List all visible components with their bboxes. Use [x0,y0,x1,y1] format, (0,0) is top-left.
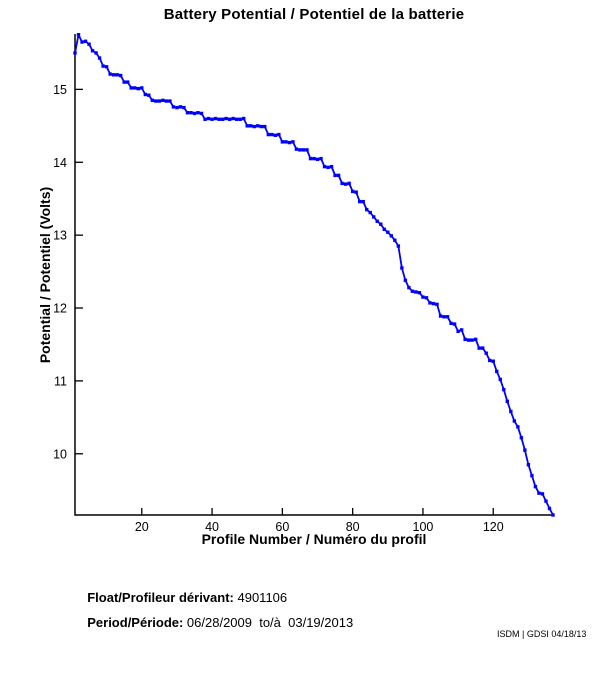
plot-area: 20 40 60 80 100 120 10 11 12 13 14 15 [53,33,555,534]
period-line: Period/Période: 06/28/2009 to/à 03/19/20… [80,600,353,630]
y-tick-label: 10 [53,447,67,461]
float-value: 4901106 [233,590,288,605]
x-tick-label: 120 [483,520,504,534]
x-tick-label: 80 [346,520,360,534]
x-tick-label: 40 [205,520,219,534]
x-tick-label: 60 [275,520,289,534]
y-tick-label: 13 [53,229,67,243]
period-label: Period/Période: [87,615,184,630]
x-axis-label: Profile Number / Numéro du profil [201,531,427,547]
float-label: Float/Profileur dérivant: [87,590,234,605]
float-id-line: Float/Profileur dérivant: 4901106 [80,575,287,605]
y-axis-label: Potential / Potentiel (Volts) [37,186,53,364]
axes-lines [74,34,553,516]
y-tick-label: 14 [53,156,67,170]
x-tick-label: 20 [135,520,149,534]
data-markers [73,33,555,517]
watermark-text: ISDM | GDSI 04/18/13 [497,629,587,639]
x-tick-label: 100 [413,520,434,534]
y-tick-label: 15 [53,83,67,97]
data-line [74,33,554,516]
y-tick-label: 12 [53,302,67,316]
period-value: 06/28/2009 to/à 03/19/2013 [183,615,354,630]
y-tick-label: 11 [54,374,67,388]
chart-title: Battery Potential / Potentiel de la batt… [163,6,465,23]
